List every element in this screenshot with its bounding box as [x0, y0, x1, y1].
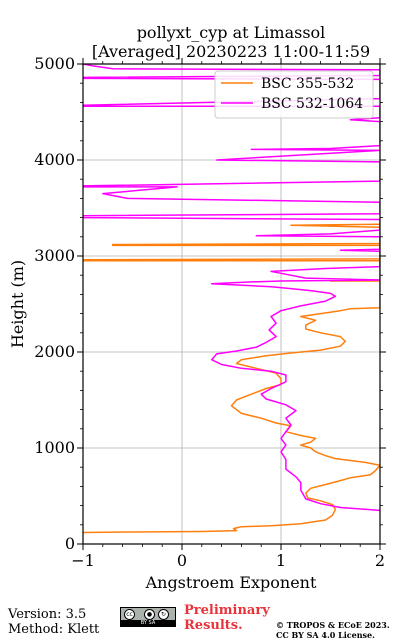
grid-lines — [82, 63, 381, 545]
x-tick-label: 2 — [375, 551, 385, 570]
series-line-bsc-532-1064 — [83, 64, 380, 512]
cc-by-sa-license-icon: cc ● ↻ BY SA — [120, 607, 176, 627]
x-tick-label: 1 — [276, 551, 286, 570]
series-line-bsc-355-532 — [83, 223, 380, 534]
chart-title-line2: [Averaged] 20230223 11:00-11:59 — [92, 42, 370, 61]
x-tick-label: −1 — [71, 551, 95, 570]
x-axis-label: Angstroem Exponent — [145, 573, 317, 592]
series-layer — [83, 64, 380, 534]
license-line1: © TROPOS & ECoE 2023. — [276, 620, 390, 630]
y-axis-label: Height (m) — [8, 260, 27, 348]
y-tick-label: 3000 — [34, 246, 75, 265]
preliminary-line2: Results. — [184, 618, 243, 633]
cc-badge-caption: BY SA — [121, 620, 175, 626]
sa-share-alike-icon: ↻ — [158, 609, 169, 620]
by-person-icon: ● — [144, 609, 155, 620]
legend-label-bsc-355-532: BSC 355-532 — [261, 76, 354, 92]
legend: BSC 355-532 BSC 532-1064 — [214, 70, 374, 119]
y-tick-label: 5000 — [34, 54, 75, 73]
plot-frame — [82, 63, 381, 545]
license-line2: CC BY SA 4.0 License. — [276, 630, 375, 640]
license-text: © TROPOS & ECoE 2023. CC BY SA 4.0 Licen… — [276, 620, 390, 640]
x-tick-label: 0 — [177, 551, 187, 570]
y-tick-label: 1000 — [34, 438, 75, 457]
preliminary-line1: Preliminary — [184, 603, 270, 618]
preliminary-results-text: Preliminary Results. — [184, 603, 270, 633]
y-tick-label: 0 — [65, 534, 75, 553]
y-tick-label: 2000 — [34, 342, 75, 361]
version-text: Version: 3.5 — [8, 607, 87, 622]
cc-circle-icon: cc — [124, 609, 135, 620]
legend-label-bsc-532-1064: BSC 532-1064 — [261, 96, 363, 112]
y-tick-label: 4000 — [34, 150, 75, 169]
legend-box — [214, 70, 374, 119]
method-text: Method: Klett — [8, 622, 100, 637]
chart-title-line1: pollyxt_cyp at Limassol — [137, 23, 326, 42]
